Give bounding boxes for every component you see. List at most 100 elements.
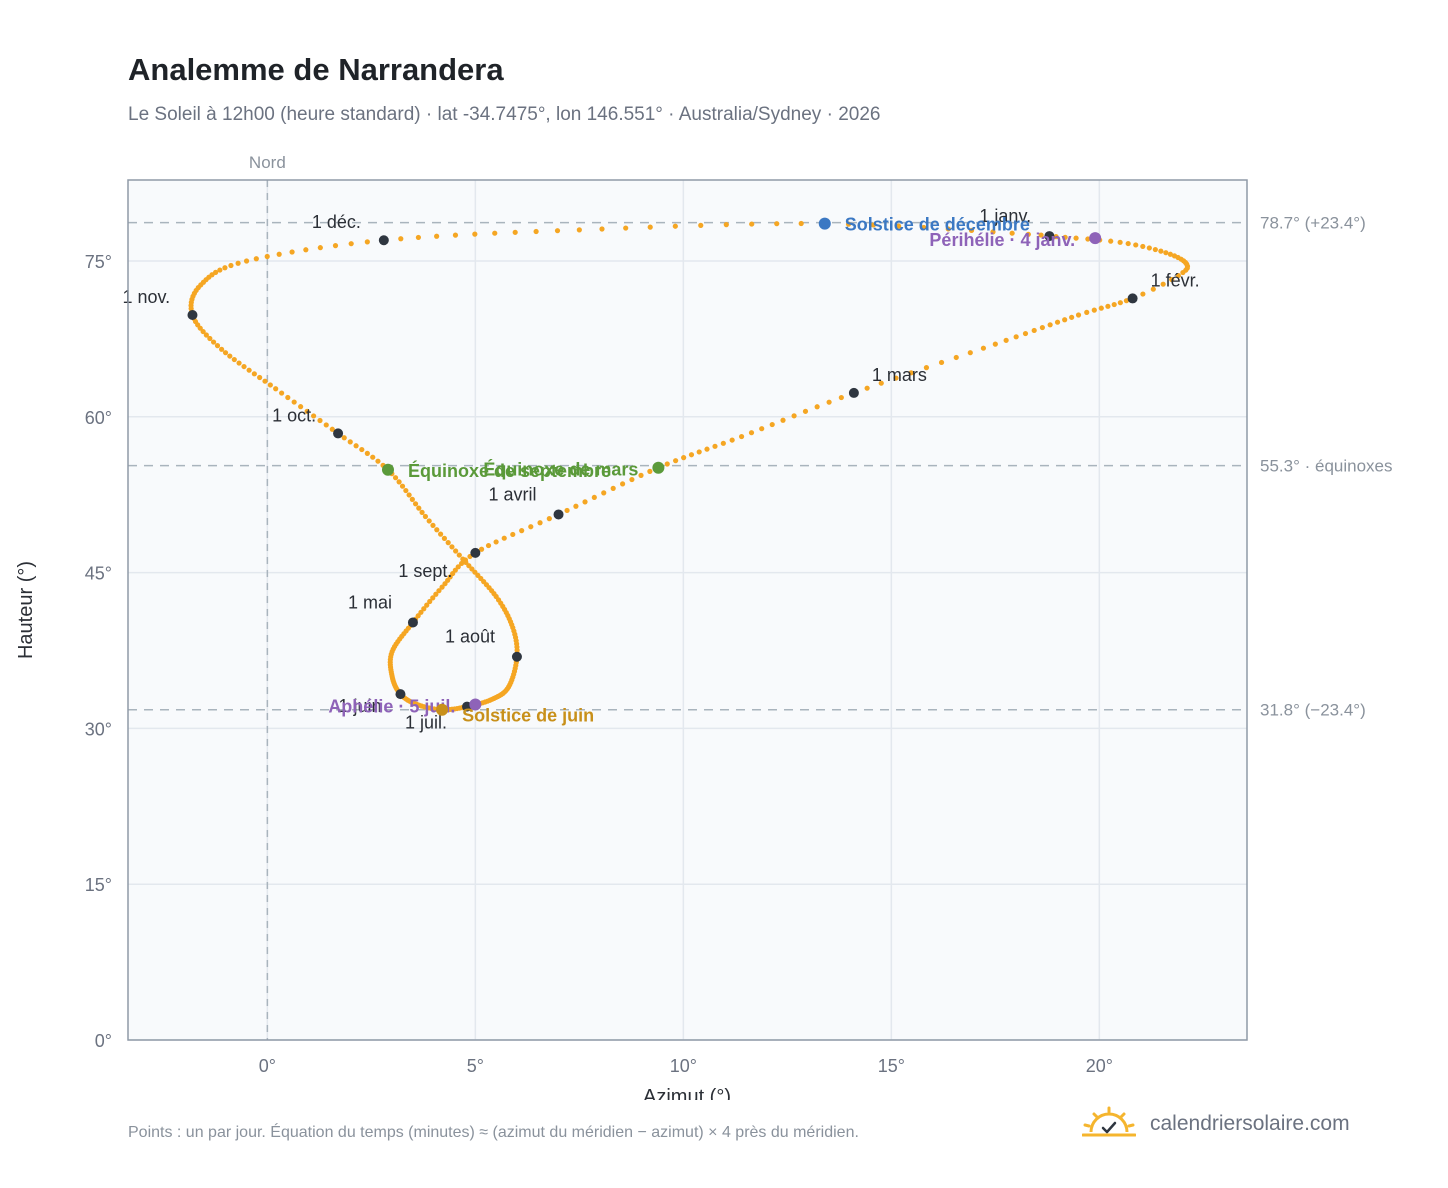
daily-point — [364, 450, 370, 456]
daily-point — [492, 230, 498, 236]
daily-point — [434, 233, 440, 239]
daily-point — [664, 461, 670, 467]
daily-point — [442, 581, 448, 587]
daily-point — [217, 267, 223, 273]
daily-point — [729, 437, 735, 443]
daily-point — [945, 226, 951, 232]
daily-point — [599, 226, 605, 232]
month-marker — [553, 509, 564, 520]
daily-point — [262, 378, 268, 384]
daily-point — [436, 588, 442, 594]
y-axis-label: Hauteur (°) — [15, 561, 37, 659]
plot-background — [128, 180, 1247, 1040]
daily-point — [629, 476, 635, 483]
daily-point — [332, 243, 339, 249]
daily-point — [493, 539, 499, 545]
daily-point — [227, 353, 233, 359]
daily-point — [573, 503, 579, 509]
daily-point — [681, 455, 687, 461]
brand[interactable]: calendriersolaire.com — [1082, 1104, 1350, 1144]
month-marker — [395, 689, 406, 700]
month-label: 1 sept. — [398, 561, 452, 581]
month-label: 1 juil. — [405, 713, 447, 733]
daily-point — [418, 609, 424, 615]
daily-point — [992, 341, 998, 347]
daily-point — [1047, 322, 1053, 328]
daily-point — [434, 527, 440, 533]
daily-point — [601, 490, 607, 496]
daily-point — [485, 542, 492, 549]
month-marker — [1127, 293, 1138, 304]
daily-point — [422, 513, 429, 520]
y-tick-label: 30° — [85, 719, 112, 739]
month-marker — [1044, 231, 1055, 242]
event-label: Solstice de décembre — [845, 215, 1030, 235]
daily-point — [896, 223, 902, 229]
chart-footnote: Points : un par jour. Équation du temps … — [128, 1124, 859, 1141]
event-marker — [436, 703, 449, 716]
daily-point — [236, 360, 242, 366]
daily-point — [285, 394, 291, 401]
daily-point — [203, 332, 209, 338]
daily-point — [1111, 301, 1117, 308]
daily-point — [1073, 235, 1079, 241]
plot-frame — [127, 179, 1248, 1041]
x-tick-label: 15° — [878, 1056, 905, 1076]
daily-point — [298, 404, 304, 410]
event-marker — [1089, 232, 1102, 245]
daily-point — [458, 560, 465, 567]
daily-point — [967, 350, 973, 356]
daily-point — [698, 222, 704, 228]
daily-point — [1013, 334, 1019, 340]
daily-point — [317, 417, 323, 424]
daily-point — [582, 499, 588, 505]
daily-point — [1146, 245, 1152, 251]
daily-point — [798, 220, 804, 227]
daily-point — [1150, 286, 1156, 292]
daily-point — [364, 239, 370, 245]
daily-point — [466, 563, 472, 569]
daily-point — [576, 227, 582, 233]
daily-point — [441, 535, 448, 541]
daily-point — [1009, 230, 1015, 236]
daily-point — [620, 481, 626, 487]
daily-point — [311, 413, 317, 419]
daily-point — [1025, 231, 1031, 237]
daily-point — [870, 222, 876, 228]
daily-point — [1152, 246, 1158, 253]
daily-point — [341, 435, 347, 441]
daily-point — [412, 501, 419, 507]
daily-point — [449, 544, 455, 550]
daily-point — [921, 224, 927, 231]
daily-point — [537, 520, 543, 526]
daily-point — [419, 509, 425, 515]
daily-point — [456, 552, 462, 558]
daily-point — [469, 566, 475, 572]
y-tick-label: 75° — [85, 252, 112, 272]
daily-point — [1062, 234, 1068, 240]
daily-point — [375, 458, 381, 464]
event-label: Équinoxe de mars — [483, 459, 638, 480]
daily-point — [546, 516, 552, 522]
daily-point — [1039, 324, 1045, 331]
daily-point — [1117, 300, 1123, 306]
reference-line-label: 31.8° (−23.4°) — [1260, 701, 1366, 720]
daily-point — [235, 260, 241, 266]
daily-point — [723, 222, 729, 228]
daily-point — [864, 385, 870, 391]
month-label: 1 oct. — [272, 405, 316, 425]
daily-point — [396, 479, 402, 485]
daily-point — [554, 228, 561, 234]
event-label: Périhélie · 4 janv. — [929, 230, 1075, 250]
daily-point — [1108, 238, 1114, 244]
chart-title: Analemme de Narrandera — [128, 52, 504, 87]
daily-point — [1180, 269, 1186, 276]
daily-point — [845, 221, 852, 227]
daily-point — [359, 446, 365, 453]
event-marker — [381, 463, 394, 476]
daily-point — [1140, 243, 1146, 250]
month-label: 1 juin — [338, 696, 381, 716]
daily-point — [445, 540, 451, 546]
y-tick-label: 15° — [85, 875, 112, 895]
